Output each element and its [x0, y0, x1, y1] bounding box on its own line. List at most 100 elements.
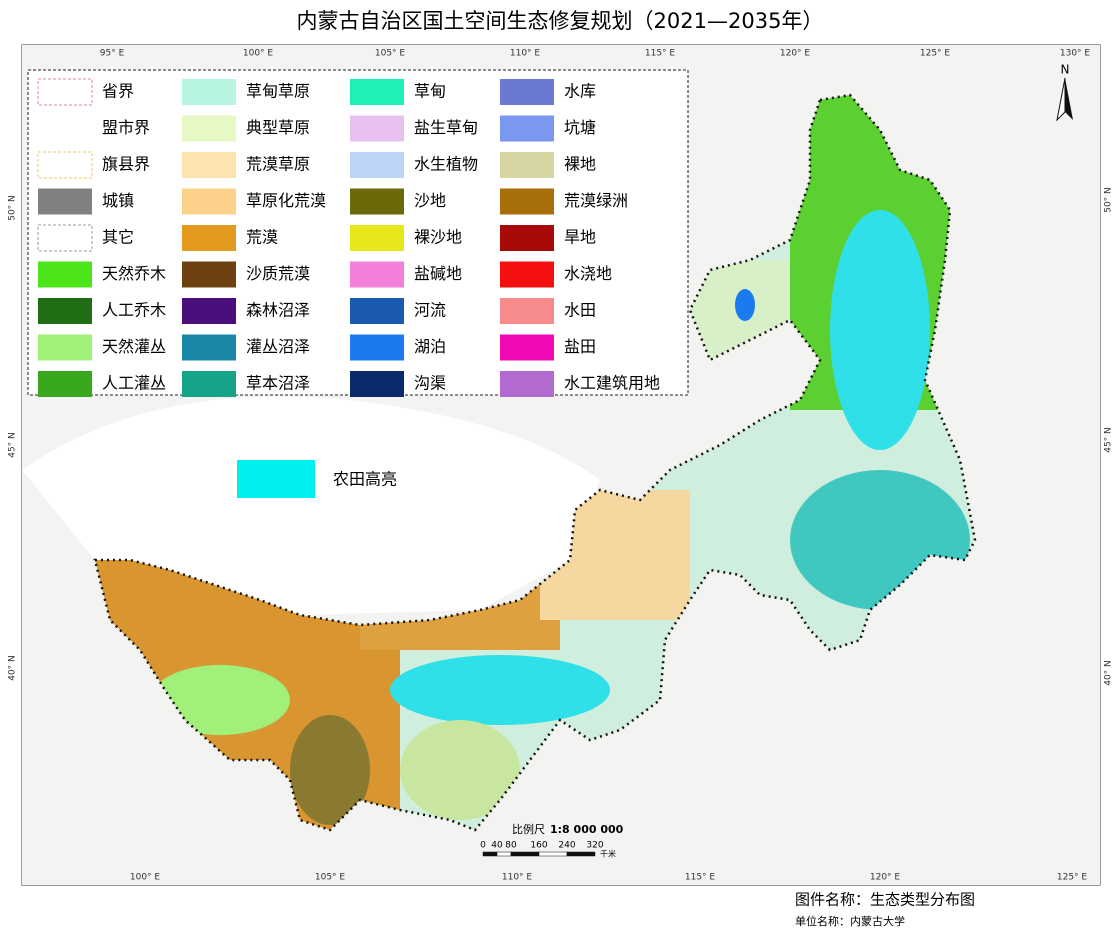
- legend-label: 水田: [564, 301, 596, 320]
- legend-label: 典型草原: [246, 118, 310, 137]
- lon-label: 115° E: [645, 49, 676, 59]
- legend-swatch: [182, 188, 236, 215]
- scale-tick-label: 240: [558, 841, 575, 851]
- legend-swatch: [182, 79, 236, 105]
- legend-swatch: [500, 188, 554, 215]
- lon-label: 105° E: [375, 49, 406, 59]
- lon-label: 110° E: [502, 873, 533, 883]
- legend-swatch: [182, 225, 236, 251]
- legend-label: 沟渠: [414, 374, 446, 393]
- highlight-label: 农田高亮: [333, 470, 397, 489]
- scale-tick-label: 320: [586, 841, 603, 851]
- north-label: N: [1061, 63, 1070, 77]
- legend-swatch: [182, 261, 236, 288]
- scale-tick-label: 160: [530, 841, 547, 851]
- scale-segment: [566, 851, 596, 857]
- legend-label: 盟市界: [102, 118, 150, 137]
- legend-label: 沙地: [414, 191, 446, 210]
- legend-label: 人工乔木: [102, 301, 166, 320]
- highlight-swatch: [237, 460, 315, 498]
- scale-segment: [482, 851, 498, 857]
- legend-label: 草本沼泽: [246, 374, 310, 393]
- lon-label: 115° E: [685, 873, 716, 883]
- scale-tick-label: 40: [491, 841, 503, 851]
- legend-swatch: [350, 298, 404, 324]
- legend-label: 旗县界: [102, 155, 150, 174]
- legend-swatch: [500, 152, 554, 178]
- legend-swatch: [350, 334, 404, 361]
- legend-label: 湖泊: [414, 337, 446, 356]
- legend-swatch: [500, 79, 554, 105]
- lat-label: 40° N: [8, 655, 18, 681]
- legend-swatch: [500, 334, 554, 361]
- lat-label: 50° N: [8, 195, 18, 221]
- legend-swatch: [500, 115, 554, 142]
- legend-label: 盐碱地: [414, 264, 462, 283]
- legend-swatch: [38, 371, 92, 397]
- lon-label: 95° E: [100, 49, 125, 59]
- legend-swatch: [350, 115, 404, 142]
- region-farmland: [390, 655, 610, 725]
- legend-label: 天然灌丛: [102, 337, 166, 356]
- lon-label: 120° E: [870, 873, 901, 883]
- lon-label: 110° E: [510, 49, 541, 59]
- legend-label: 天然乔木: [102, 264, 166, 283]
- graticule-labels: 95° E 100° E 105° E 110° E 115° E 120° E 125° …: [8, 49, 1114, 883]
- lat-label: 45° N: [1104, 427, 1114, 453]
- map-name: 图件名称：生态类型分布图: [795, 891, 975, 909]
- legend-label: 水工建筑用地: [564, 374, 660, 393]
- legend-swatch: [500, 371, 554, 397]
- lon-label: 130° E: [1060, 49, 1091, 59]
- legend-swatch: [500, 298, 554, 324]
- scale-tick-label: 80: [505, 841, 517, 851]
- scale-unit: 千米: [600, 849, 616, 859]
- legend-label: 人工灌丛: [102, 374, 166, 393]
- legend-swatch: [37, 151, 93, 179]
- region-farmland: [830, 210, 930, 450]
- scale-segment: [496, 851, 512, 857]
- legend-swatch: [500, 225, 554, 251]
- legend-label: 河流: [414, 301, 446, 320]
- legend-label: 盐田: [564, 337, 596, 356]
- legend-label: 坑塘: [564, 118, 596, 137]
- legend-swatch: [38, 261, 92, 288]
- legend-swatch: [350, 188, 404, 215]
- legend-label: 灌丛沼泽: [246, 337, 310, 356]
- region-shrub: [150, 665, 290, 735]
- legend-label: 城镇: [102, 191, 134, 210]
- legend-swatch: [500, 261, 554, 288]
- legend-label: 盐生草甸: [414, 118, 478, 137]
- legend-label: 荒漠绿洲: [564, 191, 628, 210]
- legend-label: 裸沙地: [414, 228, 462, 247]
- lon-label: 100° E: [130, 873, 161, 883]
- legend-swatch: [350, 261, 404, 288]
- scale-tick-label: 0: [480, 841, 486, 851]
- legend-swatch: [38, 298, 92, 324]
- legend-swatch: [350, 152, 404, 178]
- lat-label: 40° N: [1104, 660, 1114, 686]
- lake: [735, 289, 755, 321]
- legend-label: 草原化荒漠: [246, 191, 326, 210]
- legend-label: 水库: [564, 82, 596, 101]
- unit-name: 单位名称：内蒙古大学: [795, 914, 905, 928]
- legend-swatch: [182, 152, 236, 178]
- legend-label: 草甸: [414, 82, 446, 101]
- legend-label: 旱地: [564, 228, 596, 247]
- legend-label: 森林沼泽: [246, 301, 310, 320]
- legend-swatch: [182, 334, 236, 361]
- lon-label: 105° E: [315, 873, 346, 883]
- legend-swatch: [38, 188, 92, 215]
- legend-swatch: [37, 115, 93, 142]
- legend-swatch: [350, 225, 404, 251]
- legend-label: 荒漠草原: [246, 155, 310, 174]
- lon-label: 100° E: [243, 49, 274, 59]
- legend-swatch: [350, 371, 404, 397]
- lat-label: 45° N: [8, 432, 18, 458]
- legend-label: 裸地: [564, 155, 596, 174]
- lon-label: 125° E: [1057, 873, 1088, 883]
- title: 内蒙古自治区国土空间生态修复规划（2021—2035年）: [297, 9, 824, 33]
- legend-label: 荒漠: [246, 228, 278, 247]
